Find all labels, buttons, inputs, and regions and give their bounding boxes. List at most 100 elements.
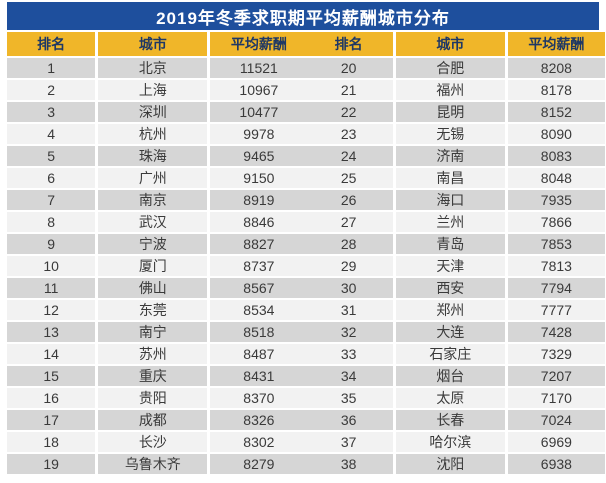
salary-cell: 7813: [507, 256, 605, 276]
salary-table-left: 排名 城市 平均薪酬 1 北京 11521 2 上海 10967 3 深圳 10477 4 杭州 99…: [7, 32, 308, 474]
rank-cell: 17: [7, 410, 96, 430]
salary-cell: 8083: [507, 146, 605, 166]
rank-cell: 5: [7, 146, 96, 166]
city-cell: 青岛: [395, 234, 505, 254]
salary-cell: 8846: [210, 212, 308, 232]
salary-cell: 8302: [210, 432, 308, 452]
page-title: 2019年冬季求职期平均薪酬城市分布: [7, 2, 599, 30]
rank-cell: 38: [304, 454, 393, 474]
rank-cell: 16: [7, 388, 96, 408]
city-cell: 珠海: [98, 146, 208, 166]
rank-cell: 12: [7, 300, 96, 320]
column-header-salary: 平均薪酬: [507, 32, 605, 56]
city-cell: 佛山: [98, 278, 208, 298]
rank-cell: 18: [7, 432, 96, 452]
city-cell: 太原: [395, 388, 505, 408]
city-cell: 福州: [395, 80, 505, 100]
rank-cell: 20: [304, 58, 393, 78]
rank-cell: 26: [304, 190, 393, 210]
salary-cell: 7777: [507, 300, 605, 320]
city-cell: 西安: [395, 278, 505, 298]
rank-cell: 7: [7, 190, 96, 210]
salary-cell: 8919: [210, 190, 308, 210]
salary-cell: 8048: [507, 168, 605, 188]
city-cell: 烟台: [395, 366, 505, 386]
rank-cell: 2: [7, 80, 96, 100]
salary-cell: 8090: [507, 124, 605, 144]
salary-cell: 9150: [210, 168, 308, 188]
salary-cell: 7866: [507, 212, 605, 232]
city-cell: 成都: [98, 410, 208, 430]
city-cell: 无锡: [395, 124, 505, 144]
city-cell: 沈阳: [395, 454, 505, 474]
rank-cell: 35: [304, 388, 393, 408]
rank-cell: 30: [304, 278, 393, 298]
rank-cell: 14: [7, 344, 96, 364]
city-cell: 苏州: [98, 344, 208, 364]
rank-cell: 8: [7, 212, 96, 232]
salary-cell: 7935: [507, 190, 605, 210]
rank-cell: 13: [7, 322, 96, 342]
rank-cell: 29: [304, 256, 393, 276]
salary-cell: 11521: [210, 58, 308, 78]
salary-cell: 10477: [210, 102, 308, 122]
salary-cell: 7024: [507, 410, 605, 430]
city-cell: 武汉: [98, 212, 208, 232]
rank-cell: 11: [7, 278, 96, 298]
salary-cell: 6938: [507, 454, 605, 474]
salary-cell: 7428: [507, 322, 605, 342]
rank-cell: 33: [304, 344, 393, 364]
salary-cell: 10967: [210, 80, 308, 100]
city-cell: 贵阳: [98, 388, 208, 408]
rank-cell: 31: [304, 300, 393, 320]
rank-cell: 1: [7, 58, 96, 78]
column-header-rank: 排名: [7, 32, 96, 56]
city-cell: 广州: [98, 168, 208, 188]
city-cell: 南昌: [395, 168, 505, 188]
column-header-city: 城市: [98, 32, 208, 56]
salary-cell: 8518: [210, 322, 308, 342]
salary-cell: 8178: [507, 80, 605, 100]
rank-cell: 21: [304, 80, 393, 100]
city-cell: 哈尔滨: [395, 432, 505, 452]
salary-cell: 8208: [507, 58, 605, 78]
rank-cell: 6: [7, 168, 96, 188]
city-cell: 长春: [395, 410, 505, 430]
rank-cell: 15: [7, 366, 96, 386]
city-cell: 济南: [395, 146, 505, 166]
city-cell: 厦门: [98, 256, 208, 276]
salary-tables: 排名 城市 平均薪酬 1 北京 11521 2 上海 10967 3 深圳 10477 4 杭州 99…: [7, 32, 605, 474]
city-cell: 重庆: [98, 366, 208, 386]
column-header-salary: 平均薪酬: [210, 32, 308, 56]
rank-cell: 4: [7, 124, 96, 144]
city-cell: 宁波: [98, 234, 208, 254]
salary-cell: 8534: [210, 300, 308, 320]
rank-cell: 28: [304, 234, 393, 254]
salary-cell: 8370: [210, 388, 308, 408]
salary-cell: 7170: [507, 388, 605, 408]
salary-cell: 7329: [507, 344, 605, 364]
rank-cell: 34: [304, 366, 393, 386]
city-cell: 石家庄: [395, 344, 505, 364]
rank-cell: 22: [304, 102, 393, 122]
rank-cell: 10: [7, 256, 96, 276]
salary-cell: 6969: [507, 432, 605, 452]
city-cell: 东莞: [98, 300, 208, 320]
city-cell: 海口: [395, 190, 505, 210]
salary-cell: 8326: [210, 410, 308, 430]
salary-cell: 8487: [210, 344, 308, 364]
city-cell: 南宁: [98, 322, 208, 342]
city-cell: 杭州: [98, 124, 208, 144]
city-cell: 长沙: [98, 432, 208, 452]
salary-table-right: 排名 城市 平均薪酬 20 合肥 8208 21 福州 8178 22 昆明 8152 23 无锡 8…: [304, 32, 605, 474]
city-cell: 北京: [98, 58, 208, 78]
rank-cell: 3: [7, 102, 96, 122]
rank-cell: 37: [304, 432, 393, 452]
rank-cell: 36: [304, 410, 393, 430]
city-cell: 昆明: [395, 102, 505, 122]
city-cell: 郑州: [395, 300, 505, 320]
rank-cell: 23: [304, 124, 393, 144]
salary-cell: 8279: [210, 454, 308, 474]
salary-cell: 9465: [210, 146, 308, 166]
